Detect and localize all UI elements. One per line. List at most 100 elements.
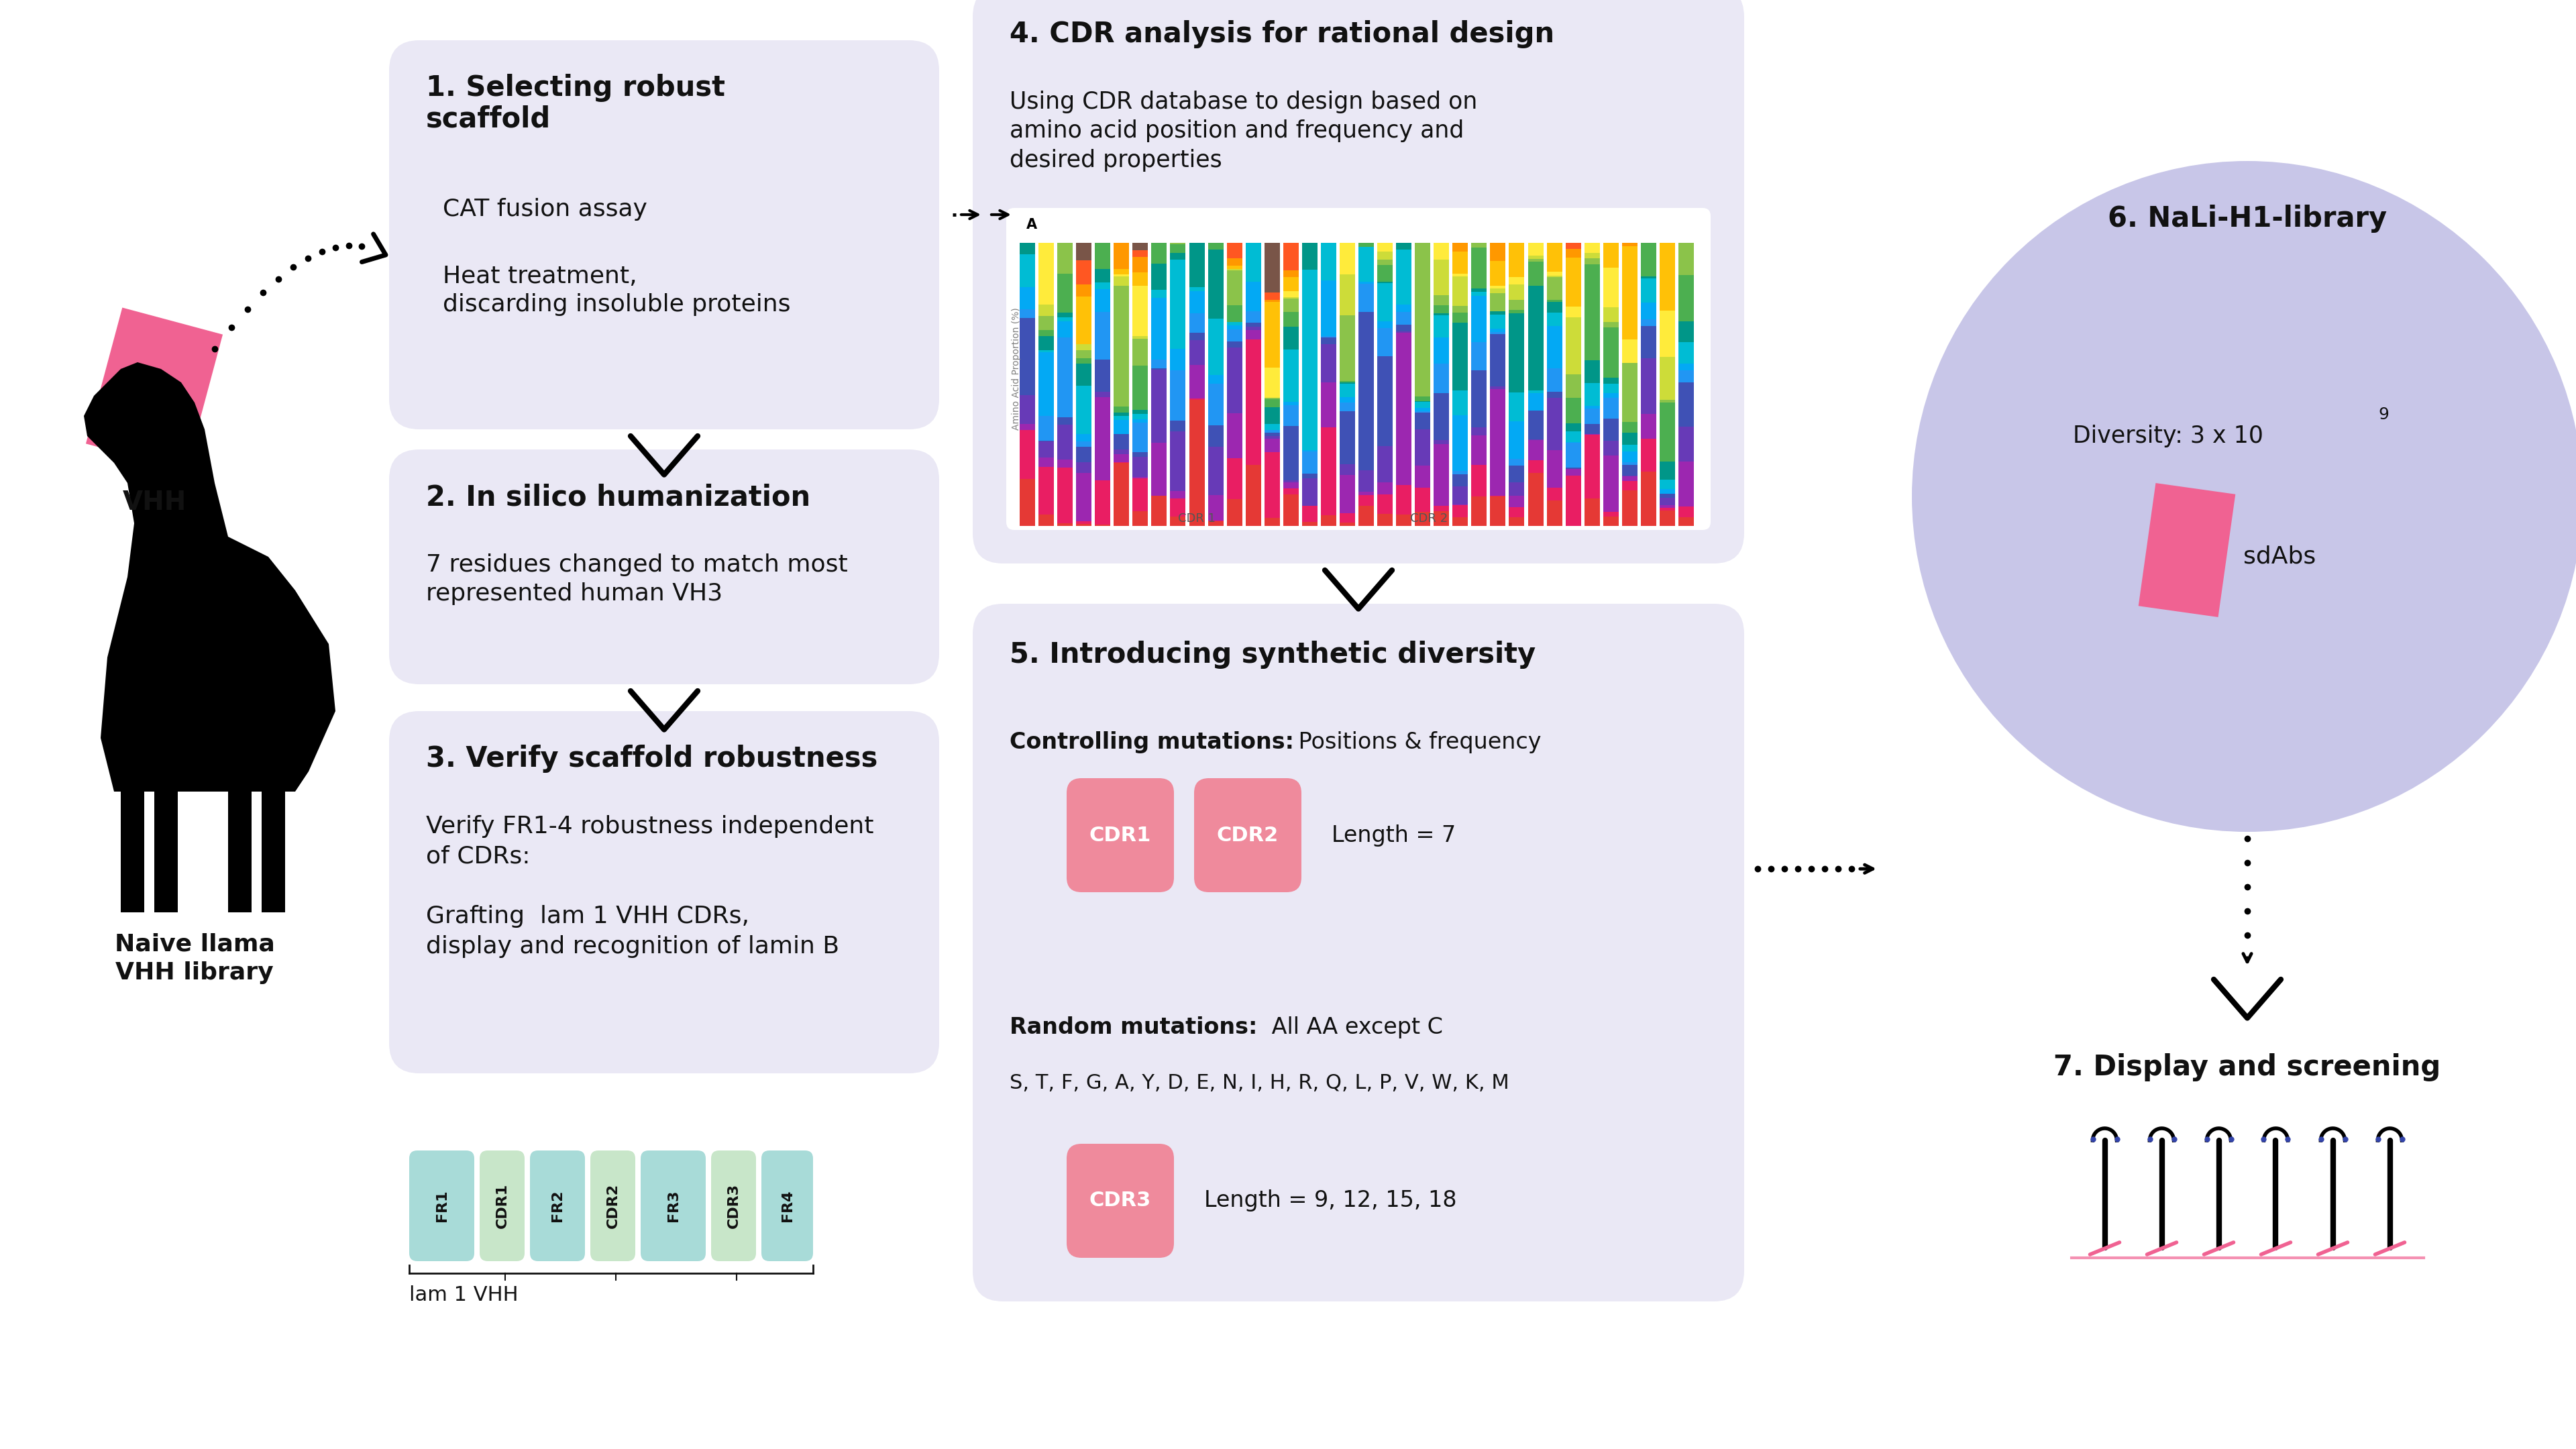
Bar bbox=[1358, 312, 1373, 471]
Bar bbox=[1190, 365, 1206, 398]
Bar bbox=[1602, 378, 1618, 384]
Bar bbox=[1283, 312, 1298, 327]
Bar bbox=[1038, 316, 1054, 330]
Bar bbox=[1283, 277, 1298, 291]
Text: S, T, F, G, A, Y, D, E, N, I, H, R, Q, L, P, V, W, K, M: S, T, F, G, A, Y, D, E, N, I, H, R, Q, L… bbox=[1010, 1074, 1510, 1093]
Bar bbox=[1038, 514, 1054, 526]
Bar bbox=[1396, 312, 1412, 325]
Bar bbox=[1453, 274, 1468, 277]
Bar bbox=[1301, 474, 1316, 478]
Text: Controlling mutations:: Controlling mutations: bbox=[1010, 732, 1293, 753]
Bar bbox=[1435, 338, 1450, 364]
Bar bbox=[1038, 458, 1054, 467]
Bar bbox=[1623, 477, 1638, 481]
Bar bbox=[1038, 336, 1054, 349]
Bar bbox=[1566, 443, 1582, 468]
Bar bbox=[1602, 307, 1618, 322]
Bar bbox=[1113, 420, 1128, 435]
Bar bbox=[1283, 271, 1298, 277]
Bar bbox=[1283, 291, 1298, 297]
Bar bbox=[1396, 514, 1412, 526]
Bar bbox=[1510, 284, 1525, 300]
Bar bbox=[1265, 517, 1280, 526]
Bar bbox=[1453, 242, 1468, 251]
Bar bbox=[1283, 401, 1298, 406]
Bar bbox=[1113, 464, 1128, 526]
Bar bbox=[1584, 498, 1600, 526]
Text: FR2: FR2 bbox=[551, 1190, 564, 1222]
Bar bbox=[1510, 496, 1525, 507]
Text: 9: 9 bbox=[2378, 407, 2388, 423]
Bar bbox=[1208, 384, 1224, 426]
Bar bbox=[1095, 359, 1110, 393]
Bar bbox=[1226, 341, 1242, 348]
Bar bbox=[1077, 440, 1092, 446]
Bar bbox=[1095, 393, 1110, 397]
FancyBboxPatch shape bbox=[711, 1151, 755, 1261]
Bar bbox=[1471, 242, 1486, 248]
Bar bbox=[1208, 496, 1224, 520]
Bar bbox=[1396, 333, 1412, 485]
Bar bbox=[1453, 474, 1468, 487]
Bar bbox=[1528, 394, 1543, 410]
Bar bbox=[1247, 281, 1260, 312]
Bar bbox=[1133, 452, 1149, 456]
Bar bbox=[1435, 296, 1450, 306]
Bar bbox=[1133, 272, 1149, 285]
Text: 1. Selecting robust
scaffold: 1. Selecting robust scaffold bbox=[425, 74, 726, 133]
Bar bbox=[1566, 430, 1582, 442]
Bar bbox=[1038, 242, 1054, 304]
Bar bbox=[1151, 264, 1167, 290]
Bar bbox=[1680, 507, 1695, 517]
Bar bbox=[1208, 448, 1224, 496]
Bar bbox=[1489, 312, 1504, 314]
Text: Length = 9, 12, 15, 18: Length = 9, 12, 15, 18 bbox=[1203, 1190, 1455, 1211]
Bar bbox=[1133, 410, 1149, 414]
Bar bbox=[1077, 351, 1092, 358]
Bar bbox=[1038, 349, 1054, 352]
Bar bbox=[1510, 310, 1525, 313]
Bar bbox=[1265, 436, 1280, 439]
Bar bbox=[1226, 306, 1242, 322]
Bar bbox=[1321, 280, 1337, 336]
Bar bbox=[1077, 523, 1092, 526]
Bar bbox=[1077, 242, 1092, 259]
Bar bbox=[1623, 339, 1638, 362]
Bar bbox=[1378, 483, 1394, 494]
Bar bbox=[1546, 242, 1561, 272]
Bar bbox=[1190, 398, 1206, 400]
Bar bbox=[1680, 342, 1695, 364]
Bar bbox=[1321, 242, 1337, 280]
Polygon shape bbox=[263, 788, 286, 913]
Bar bbox=[1283, 488, 1298, 494]
Bar bbox=[1528, 390, 1543, 394]
Bar bbox=[1378, 265, 1394, 281]
Bar bbox=[1265, 430, 1280, 432]
Bar bbox=[1113, 454, 1128, 462]
Bar bbox=[1680, 462, 1695, 507]
Bar bbox=[1077, 462, 1092, 474]
Bar bbox=[1265, 425, 1280, 430]
Bar bbox=[1113, 413, 1128, 416]
Bar bbox=[1528, 242, 1543, 256]
Bar bbox=[1170, 259, 1185, 349]
Bar bbox=[1190, 287, 1206, 291]
Bar bbox=[1453, 487, 1468, 504]
Bar bbox=[1546, 368, 1561, 393]
Bar bbox=[1077, 364, 1092, 385]
Bar bbox=[1208, 426, 1224, 448]
Bar bbox=[1020, 309, 1036, 319]
Bar bbox=[1546, 313, 1561, 326]
Bar bbox=[1265, 300, 1280, 301]
Bar bbox=[1247, 330, 1260, 339]
Bar bbox=[1226, 329, 1242, 341]
Bar bbox=[1321, 338, 1337, 343]
Bar bbox=[1133, 511, 1149, 526]
Bar bbox=[1226, 325, 1242, 329]
Bar bbox=[1602, 327, 1618, 378]
Bar bbox=[1283, 327, 1298, 349]
Text: CDR2: CDR2 bbox=[1216, 826, 1278, 845]
Bar bbox=[1453, 323, 1468, 390]
Bar bbox=[1546, 393, 1561, 398]
Bar bbox=[1095, 312, 1110, 359]
